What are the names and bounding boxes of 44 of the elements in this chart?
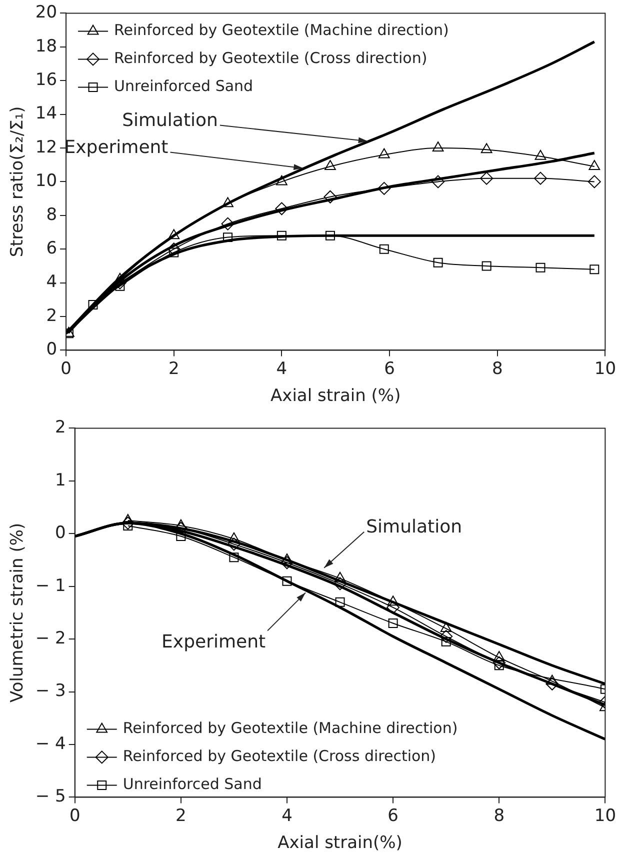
x-axis-title: Axial strain (%) bbox=[270, 386, 401, 406]
x-tick-label: 10 bbox=[594, 358, 616, 379]
legend-label: Reinforced by Geotextile (Cross direction) bbox=[114, 49, 428, 68]
annotation: Experiment bbox=[162, 631, 266, 652]
y-axis-title: Volumetric strain (%) bbox=[8, 522, 28, 703]
annotation: Experiment bbox=[64, 136, 168, 158]
x-tick-label: 6 bbox=[384, 358, 395, 379]
y-tick-label: 16 bbox=[35, 70, 58, 90]
y-tick-label: − 5 bbox=[35, 786, 66, 807]
x-tick-label: 8 bbox=[492, 358, 503, 379]
y-tick-label: 14 bbox=[35, 104, 58, 124]
y-tick-label: 1 bbox=[55, 470, 66, 490]
x-tick-label: 4 bbox=[282, 806, 292, 826]
y-tick-label: 2 bbox=[46, 306, 58, 326]
y-tick-label: − 4 bbox=[35, 734, 66, 754]
y-tick-label: 10 bbox=[35, 171, 58, 192]
y-tick-label: 2 bbox=[55, 418, 66, 438]
legend-label: Reinforced by Geotextile (Cross direction) bbox=[122, 747, 436, 766]
legend-label: Reinforced by Geotextile (Machine direction) bbox=[114, 21, 449, 40]
y-tick-label: − 1 bbox=[35, 576, 66, 596]
y-tick-label: 18 bbox=[35, 36, 58, 56]
x-tick-label: 2 bbox=[168, 358, 180, 379]
x-tick-label: 0 bbox=[69, 806, 80, 826]
x-tick-label: 6 bbox=[388, 806, 398, 826]
x-axis-title: Axial strain(%) bbox=[278, 833, 402, 854]
y-tick-label: − 3 bbox=[35, 681, 66, 702]
x-tick-label: 2 bbox=[176, 806, 186, 826]
x-tick-label: 4 bbox=[276, 358, 288, 379]
y-axis-title: Stress ratio(Σ₂/Σ₁) bbox=[8, 106, 28, 258]
y-tick-label: 0 bbox=[46, 340, 58, 360]
legend-label: Unreinforced Sand bbox=[122, 775, 262, 794]
y-tick-label: 6 bbox=[46, 238, 58, 259]
y-tick-label: 8 bbox=[46, 204, 58, 225]
y-tick-label: 0 bbox=[55, 523, 66, 544]
y-tick-label: 12 bbox=[35, 137, 58, 158]
x-tick-label: 8 bbox=[494, 806, 505, 826]
legend-label: Reinforced by Geotextile (Machine direction) bbox=[122, 719, 458, 738]
annotation: Simulation bbox=[122, 110, 218, 131]
x-tick-label: 10 bbox=[594, 806, 616, 826]
y-tick-label: 4 bbox=[46, 272, 58, 292]
annotation: Simulation bbox=[366, 516, 462, 538]
legend-label: Unreinforced Sand bbox=[114, 77, 254, 96]
y-tick-label: − 2 bbox=[35, 628, 66, 648]
y-tick-label: 20 bbox=[35, 2, 58, 23]
